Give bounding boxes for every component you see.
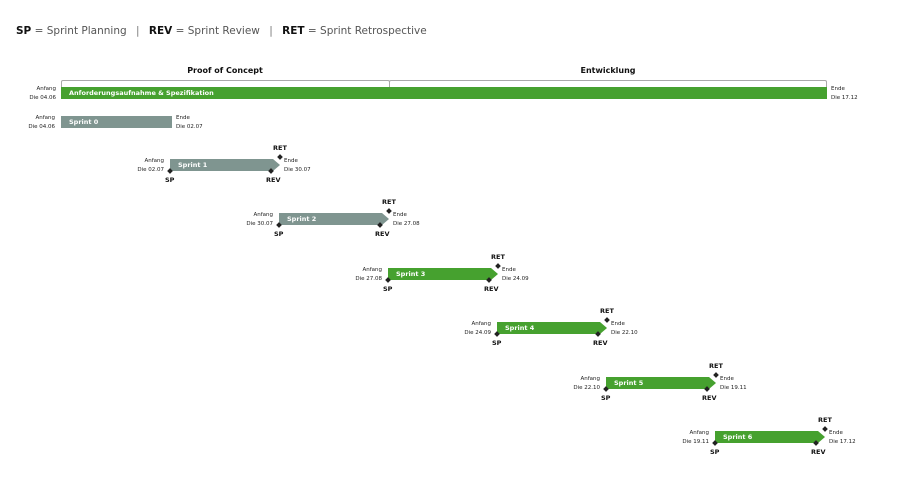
sprint-6-bar: Sprint 6 bbox=[715, 431, 818, 443]
sprint-4-rev-label: REV bbox=[593, 339, 608, 347]
phase-title-proof-of-concept: Proof of Concept bbox=[187, 66, 263, 75]
sprint-5-start-date: Die 22.10 bbox=[573, 385, 600, 391]
legend-rev-abbr: REV bbox=[148, 25, 173, 37]
main-task-end-date: Die 17.12 bbox=[831, 95, 858, 101]
sprint-5-start-label: Anfang bbox=[580, 376, 600, 382]
sprint-6-end-date: Die 17.12 bbox=[829, 439, 856, 445]
sprint-1-ret-label: RET bbox=[273, 144, 287, 152]
legend-sp-abbr: SP bbox=[16, 25, 32, 37]
sprint-0-end-date: Die 02.07 bbox=[176, 124, 203, 130]
sprint-5-end-date: Die 19.11 bbox=[720, 385, 747, 391]
main-task-label: Anforderungsaufnahme & Spezifikation bbox=[69, 89, 214, 97]
legend-ret-text: = Sprint Retrospective bbox=[307, 25, 427, 37]
sprint-1-bar-arrow bbox=[273, 159, 280, 171]
sprint-5-rev-label: REV bbox=[702, 394, 717, 402]
sprint-3-rev-label: REV bbox=[484, 285, 499, 293]
sprint-2-end-date: Die 27.08 bbox=[393, 221, 420, 227]
sprint-6-label: Sprint 6 bbox=[723, 433, 753, 441]
sprint-2-start-label: Anfang bbox=[253, 212, 273, 218]
sprint-2-bar-arrow bbox=[382, 213, 389, 225]
sprint-6-sp-label: SP bbox=[710, 448, 720, 456]
sprint-4-end-label: Ende bbox=[611, 321, 625, 327]
sprint-3-start-date: Die 27.08 bbox=[355, 276, 382, 282]
main-task-bar: Anforderungsaufnahme & Spezifikation bbox=[61, 87, 827, 99]
legend: SP = Sprint Planning | REV = Sprint Revi… bbox=[16, 25, 427, 37]
sprint-1-start-date: Die 02.07 bbox=[137, 167, 164, 173]
sprint-1-rev-label: REV bbox=[266, 176, 281, 184]
phase-bracket-entwicklung bbox=[389, 80, 827, 88]
sprint-5-sp-label: SP bbox=[601, 394, 611, 402]
sprint-0-end-label: Ende bbox=[176, 115, 190, 121]
sprint-4-start-label: Anfang bbox=[471, 321, 491, 327]
sprint-1-end-date: Die 30.07 bbox=[284, 167, 311, 173]
sprint-5-end-label: Ende bbox=[720, 376, 734, 382]
sprint-1-bar: Sprint 1 bbox=[170, 159, 273, 171]
sprint-3-end-date: Die 24.09 bbox=[502, 276, 529, 282]
sprint-4-ret-label: RET bbox=[600, 307, 614, 315]
sprint-6-ret-label: RET bbox=[818, 416, 832, 424]
legend-sp-text: = Sprint Planning bbox=[34, 25, 127, 37]
sprint-1-end-label: Ende bbox=[284, 158, 298, 164]
legend-separator-2: | bbox=[269, 25, 273, 37]
sprint-2-start-date: Die 30.07 bbox=[246, 221, 273, 227]
sprint-0-start-label: Anfang bbox=[35, 115, 55, 121]
legend-ret-abbr: RET bbox=[282, 25, 305, 37]
sprint-4-bar-arrow bbox=[600, 322, 607, 334]
sprint-2-ret-label: RET bbox=[382, 198, 396, 206]
sprint-6-rev-label: REV bbox=[811, 448, 826, 456]
legend-separator-1: | bbox=[136, 25, 140, 37]
sprint-6-start-date: Die 19.11 bbox=[682, 439, 709, 445]
main-task-start-label: Anfang bbox=[36, 86, 56, 92]
sprint-1-sp-label: SP bbox=[165, 176, 175, 184]
sprint-4-bar: Sprint 4 bbox=[497, 322, 600, 334]
sprint-4-label: Sprint 4 bbox=[505, 324, 535, 332]
sprint-5-bar: Sprint 5 bbox=[606, 377, 709, 389]
sprint-3-bar: Sprint 3 bbox=[388, 268, 491, 280]
sprint-5-ret-label: RET bbox=[709, 362, 723, 370]
sprint-0-bar: Sprint 0 bbox=[61, 116, 172, 128]
sprint-6-start-label: Anfang bbox=[689, 430, 709, 436]
sprint-2-rev-label: REV bbox=[375, 230, 390, 238]
sprint-4-end-date: Die 22.10 bbox=[611, 330, 638, 336]
main-task-start-date: Die 04.06 bbox=[29, 95, 56, 101]
sprint-3-label: Sprint 3 bbox=[396, 270, 426, 278]
sprint-1-start-label: Anfang bbox=[144, 158, 164, 164]
sprint-2-sp-label: SP bbox=[274, 230, 284, 238]
sprint-0-label: Sprint 0 bbox=[69, 118, 99, 126]
legend-rev-text: = Sprint Review bbox=[175, 25, 260, 37]
sprint-6-bar-arrow bbox=[818, 431, 825, 443]
sprint-2-label: Sprint 2 bbox=[287, 215, 317, 223]
main-task-end-label: Ende bbox=[831, 86, 845, 92]
sprint-3-start-label: Anfang bbox=[362, 267, 382, 273]
sprint-1-label: Sprint 1 bbox=[178, 161, 208, 169]
sprint-0-start-date: Die 04.06 bbox=[28, 124, 55, 130]
sprint-4-start-date: Die 24.09 bbox=[464, 330, 491, 336]
sprint-5-label: Sprint 5 bbox=[614, 379, 644, 387]
sprint-3-ret-label: RET bbox=[491, 253, 505, 261]
sprint-5-bar-arrow bbox=[709, 377, 716, 389]
sprint-4-sp-label: SP bbox=[492, 339, 502, 347]
sprint-3-bar-arrow bbox=[491, 268, 498, 280]
phase-title-entwicklung: Entwicklung bbox=[580, 66, 636, 75]
sprint-3-end-label: Ende bbox=[502, 267, 516, 273]
sprint-3-sp-label: SP bbox=[383, 285, 393, 293]
sprint-6-end-label: Ende bbox=[829, 430, 843, 436]
sprint-2-end-label: Ende bbox=[393, 212, 407, 218]
sprint-2-bar: Sprint 2 bbox=[279, 213, 382, 225]
